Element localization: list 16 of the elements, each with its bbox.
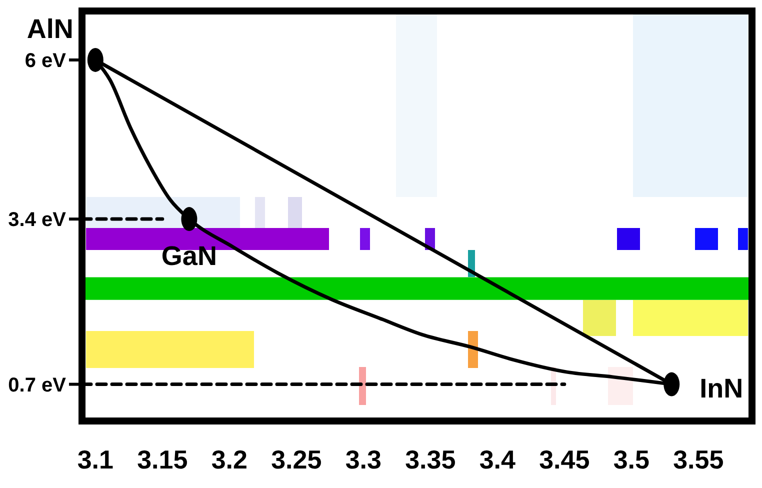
y-tick-label: 3.4 eV	[8, 209, 67, 232]
x-tick-label: 3.55	[673, 444, 724, 474]
x-tick-label: 3.4	[479, 444, 516, 474]
annotation: AlN	[26, 14, 74, 44]
x-tick-label: 3.3	[345, 444, 382, 474]
y-tick-label: 6 eV	[24, 50, 67, 72]
y-tick-label: 0.7 eV	[8, 374, 67, 396]
x-tick-label: 3.15	[137, 444, 188, 474]
annotation: GaN	[161, 241, 217, 272]
x-tick-label: 3.5	[613, 444, 650, 474]
x-tick-label: 3.1	[77, 444, 114, 474]
annotation: InN	[700, 373, 744, 404]
x-tick-label: 3.25	[271, 444, 322, 474]
x-tick-label: 3.45	[539, 444, 590, 474]
x-tick-label: 3.35	[405, 444, 456, 474]
x-tick-label: 3.2	[211, 444, 248, 474]
